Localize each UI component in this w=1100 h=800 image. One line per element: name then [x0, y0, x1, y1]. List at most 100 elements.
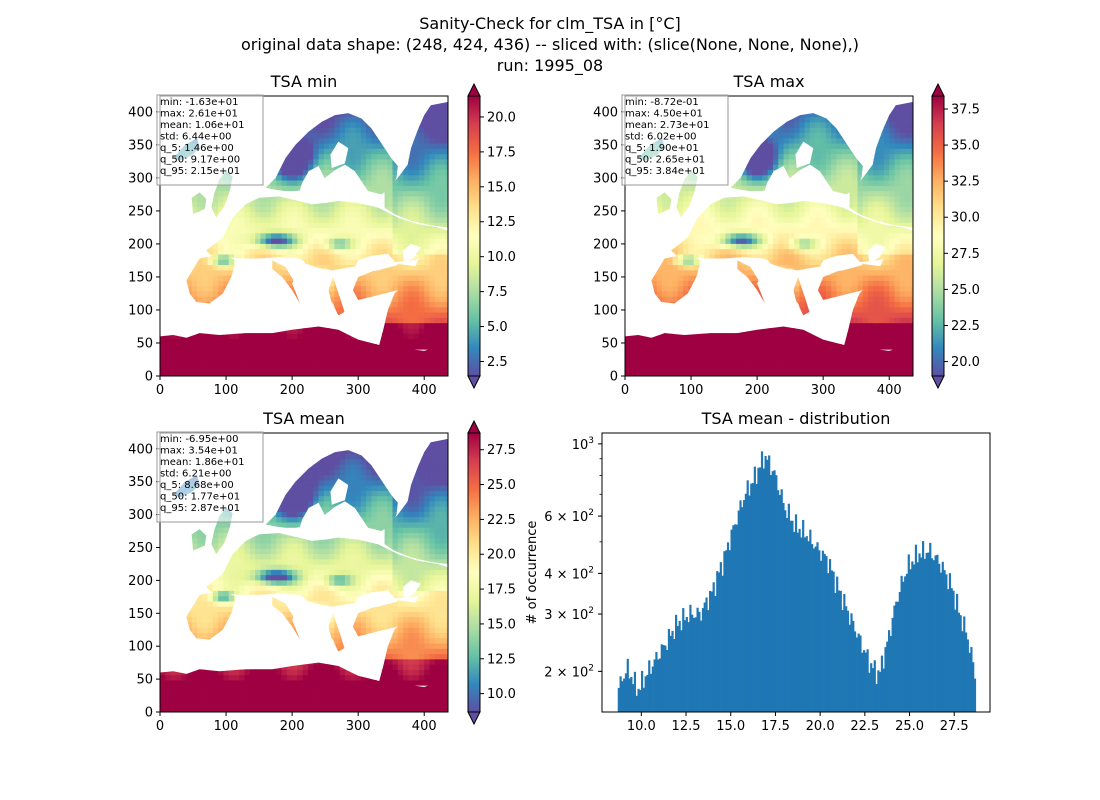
x-tick-label: 0: [156, 719, 164, 734]
stats-line: mean: 1.06e+01: [160, 120, 244, 131]
histogram-bar: [923, 558, 926, 712]
histogram-bar: [961, 631, 964, 712]
histogram-bar: [678, 620, 681, 712]
histogram-bar: [653, 659, 656, 712]
histogram-bar: [735, 524, 739, 712]
stats-line: min: -6.95e+00: [160, 434, 239, 445]
histogram-bar: [664, 645, 667, 712]
colorbar-tick-label: 27.5: [487, 443, 516, 458]
histogram-bar: [755, 484, 758, 712]
histogram-bar: [626, 658, 629, 712]
histogram-bar: [907, 554, 910, 712]
stats-line: q_95: 2.15e+01: [160, 166, 240, 177]
histogram-bar: [762, 468, 765, 712]
y-tick-label: 350: [128, 475, 153, 490]
histogram-bar: [950, 588, 953, 712]
histogram-bar: [769, 474, 773, 712]
histogram-bar: [730, 529, 733, 712]
axes-frame: [159, 432, 449, 713]
panel-title: TSA mean - distribution: [701, 409, 891, 428]
histogram-bar: [891, 617, 894, 712]
histogram-bar: [766, 459, 769, 712]
colorbar-tick-label: 32.5: [951, 175, 980, 190]
stats-line: std: 6.21e+00: [160, 469, 232, 480]
histogram-bar: [868, 672, 871, 712]
histogram-bar: [800, 537, 803, 712]
y-tick-label: 400: [128, 105, 153, 120]
histogram-bar: [651, 666, 654, 712]
y-tick-label: 350: [128, 138, 153, 153]
y-tick-label: 0: [145, 370, 153, 385]
y-tick-label: 100: [593, 303, 618, 318]
colorbar-tick-label: 10.0: [487, 687, 516, 702]
histogram-bar: [895, 601, 898, 712]
histogram-bar: [778, 494, 782, 712]
histogram-bar: [683, 620, 687, 712]
panel-title: TSA max: [732, 72, 804, 91]
histogram-bar: [700, 620, 703, 712]
stats-line: mean: 2.73e+01: [625, 120, 709, 131]
histogram-bar: [853, 631, 857, 712]
histogram-bar: [857, 633, 860, 712]
histogram-bar: [848, 624, 851, 712]
histogram-bar: [877, 670, 880, 712]
axes-frame: [159, 95, 449, 377]
histogram-bar: [648, 660, 651, 712]
colorbar-tick-label: 12.5: [487, 652, 516, 667]
axes-frame: [624, 95, 914, 377]
x-tick-label: 27.5: [940, 719, 969, 734]
histogram-bar: [966, 639, 969, 712]
histogram-bar: [850, 613, 853, 712]
histogram-bar: [887, 630, 891, 712]
map-panel-1: TSA min 0 100 200 300 400 0 50 100 150 200 250 300 35…: [128, 72, 516, 398]
y-tick-label: 250: [128, 204, 153, 219]
histogram-bar: [748, 495, 751, 712]
histogram-bar: [782, 503, 785, 712]
colorbar-tick-label: 2.5: [487, 355, 508, 370]
histogram-bar: [759, 467, 762, 712]
histogram-bar: [918, 553, 921, 712]
x-tick-label: 400: [877, 383, 902, 398]
histogram-bar: [830, 570, 833, 712]
histogram-bar: [692, 617, 696, 712]
y-tick-label: 200: [593, 237, 618, 252]
y-tick-label: 103: [572, 436, 594, 453]
histogram-bar: [630, 676, 633, 712]
histogram-bar: [938, 563, 941, 712]
stats-line: std: 6.44e+00: [160, 132, 232, 143]
histogram-bar: [841, 609, 844, 712]
x-tick-label: 300: [346, 383, 371, 398]
histogram-bar: [694, 617, 697, 712]
histogram-bar: [732, 525, 735, 712]
histogram-bar: [959, 615, 962, 712]
y-tick-label: 100: [128, 303, 153, 318]
colorbar-tick-label: 20.0: [951, 355, 980, 370]
histogram-bar: [793, 531, 796, 712]
histogram-bar: [785, 518, 789, 712]
histogram-bar: [936, 554, 939, 712]
histogram-bar: [816, 542, 819, 712]
y-tick-label: 400: [128, 442, 153, 457]
histogram-bar: [696, 607, 699, 712]
y-tick-label: 400: [593, 105, 618, 120]
colorbar-tick-label: 20.0: [487, 110, 516, 125]
histogram-bar: [635, 695, 638, 712]
histogram-bar: [649, 673, 653, 712]
panel-title: TSA min: [270, 72, 337, 91]
histogram-bar: [780, 489, 783, 712]
figure-title-line-1: Sanity-Check for clm_TSA in [°C]: [419, 14, 681, 34]
histogram-bar: [760, 451, 764, 712]
histogram-bar: [925, 552, 928, 712]
stats-box: [156, 431, 264, 523]
histogram-bar: [866, 649, 869, 712]
histogram-bar: [904, 576, 907, 712]
histogram-bar: [873, 660, 876, 712]
map-panel-3: TSA mean 0 100 200 300 400 0 50 100 150 200 250 300 3…: [128, 409, 516, 734]
histogram-bar: [794, 514, 798, 712]
histogram-bar: [658, 658, 662, 712]
histogram-bar: [913, 564, 916, 712]
y-tick-label: 150: [593, 270, 618, 285]
histogram-bar: [852, 620, 855, 712]
colorbar-tick-label: 25.0: [487, 478, 516, 493]
histogram-bar: [680, 630, 683, 712]
